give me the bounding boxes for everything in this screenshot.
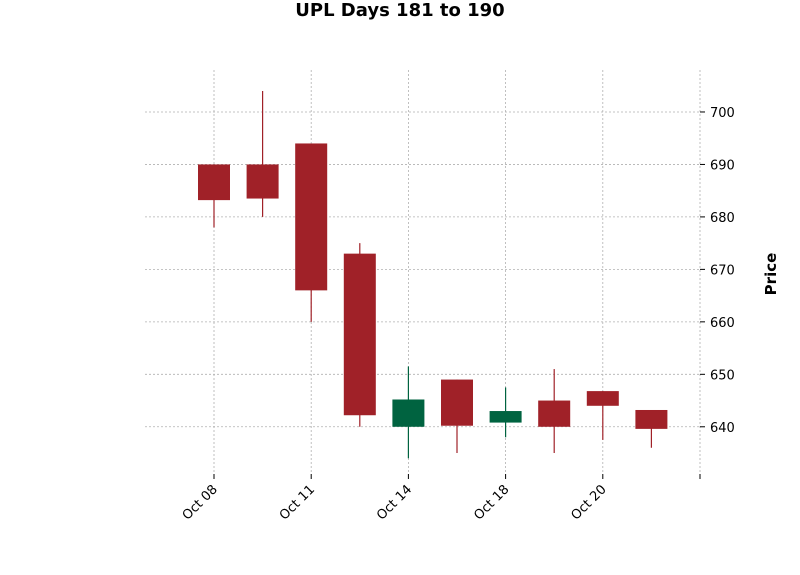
x-tick-label: Oct 14 (374, 482, 415, 523)
candle-body (441, 379, 473, 426)
candle (586, 391, 619, 440)
candle-body (343, 253, 376, 416)
candle (635, 409, 668, 448)
candle-body (538, 400, 571, 427)
y-tick-label: 640 (710, 421, 735, 436)
candle (343, 243, 376, 427)
candle-body (198, 164, 230, 201)
candle (198, 164, 230, 228)
candle (246, 90, 279, 217)
x-tick-label: Oct 18 (471, 482, 512, 523)
y-tick-label: 660 (710, 316, 735, 331)
candle (392, 366, 425, 459)
x-tick-label: Oct 08 (180, 482, 221, 523)
y-axis-label: Price (762, 253, 780, 296)
x-tick-label: Oct 20 (569, 482, 610, 523)
candle-body (295, 143, 328, 291)
y-tick-label: 690 (710, 158, 735, 173)
candle (489, 387, 522, 438)
candle (441, 379, 473, 454)
candle (295, 143, 328, 322)
y-tick-label: 650 (710, 368, 735, 383)
candle-body (392, 399, 425, 427)
y-tick-label: 670 (710, 263, 735, 278)
y-tick-label: 680 (710, 211, 735, 226)
candle-body (635, 409, 668, 429)
candle-body (489, 411, 522, 423)
chart-title: UPL Days 181 to 190 (295, 0, 505, 21)
candle (538, 369, 571, 454)
y-tick-label: 700 (710, 106, 735, 121)
candle-body (586, 391, 619, 406)
x-tick-label: Oct 11 (277, 482, 318, 523)
grid-layer (145, 70, 701, 474)
candle-body (246, 164, 279, 199)
candle-layer (198, 90, 668, 459)
